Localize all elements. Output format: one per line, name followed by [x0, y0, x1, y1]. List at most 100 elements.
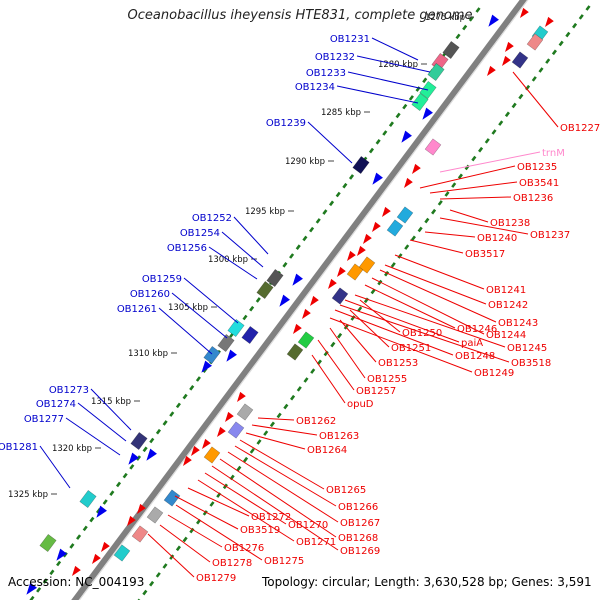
reverse-gene-label: OB1265 [326, 485, 366, 496]
reverse-gene-label: OB1271 [296, 537, 336, 548]
kbp-tick-label: 1305 kbp [168, 303, 208, 313]
outer-tick-mark [402, 103, 408, 110]
forward-gene-block [79, 490, 97, 508]
reverse-gene-label: OB1267 [340, 518, 380, 529]
reverse-gene-leader [439, 151, 541, 173]
outer-tick-mark [115, 481, 122, 488]
reverse-gene-label: OB1268 [338, 533, 378, 544]
inner-tick-mark [545, 58, 551, 64]
outer-tick-mark [289, 253, 295, 259]
outer-tick-mark [129, 464, 135, 470]
reverse-gene-leader [174, 495, 239, 530]
reverse-gene-leader [364, 284, 456, 329]
reverse-gene-label: OB1276 [224, 543, 264, 554]
outer-tick-mark [255, 297, 261, 303]
forward-gene-block [411, 93, 429, 111]
outer-tick-mark [249, 305, 255, 312]
forward-gene-label: OB1254 [180, 228, 220, 239]
inner-tick-mark [565, 31, 571, 38]
reverse-gene-label: OB1270 [288, 520, 328, 531]
reverse-gene-leader [409, 239, 464, 254]
reverse-gene-label: OB1240 [477, 233, 517, 244]
reverse-gene-arrow [216, 426, 226, 437]
inner-tick-mark [538, 67, 544, 73]
inner-tick-mark [202, 510, 208, 516]
reverse-gene-block [131, 525, 149, 543]
forward-gene-leader [65, 417, 121, 456]
reverse-gene-leader [234, 445, 337, 507]
reverse-gene-block [203, 446, 221, 464]
inner-tick-mark [296, 386, 302, 392]
reverse-gene-arrow [356, 245, 366, 256]
inner-tick-mark [350, 315, 356, 321]
kbp-tick-label: 1275 kbp [425, 13, 465, 23]
reverse-gene-leader [211, 465, 339, 551]
reverse-gene-label: OB1266 [338, 502, 378, 513]
reverse-gene-leader [439, 196, 512, 200]
forward-gene-leader [208, 246, 258, 280]
genome-backbone [71, 0, 528, 600]
reverse-gene-leader [329, 317, 473, 373]
reverse-gene-label: OB1251 [391, 343, 431, 354]
kbp-tick-label: 1320 kbp [52, 444, 92, 454]
inner-tick-mark [269, 421, 275, 428]
outer-tick-mark [122, 472, 128, 479]
forward-gene-leader [233, 216, 269, 255]
reverse-gene-label: OB1238 [490, 218, 530, 229]
outer-tick-mark [348, 174, 355, 180]
reverse-gene-arrow [201, 438, 211, 449]
reverse-gene-label: OB3518 [511, 358, 551, 369]
reverse-gene-block [346, 263, 364, 281]
outer-tick-mark [149, 437, 155, 444]
reverse-gene-leader [159, 524, 211, 563]
reverse-gene-label: OB3517 [465, 249, 505, 260]
inner-tick-mark [142, 589, 148, 596]
outer-tick-mark [295, 244, 301, 250]
reverse-gene-arrow [327, 278, 337, 289]
outer-tick-mark [302, 235, 308, 242]
reverse-gene-label: OB1264 [307, 445, 347, 456]
forward-gene-label: OB1260 [130, 289, 170, 300]
outer-tick-mark [282, 262, 288, 268]
forward-gene-label: OB1231 [330, 34, 370, 45]
forward-gene-arrow [96, 505, 107, 518]
reverse-gene-label: OB1241 [486, 285, 526, 296]
reverse-gene-arrow [381, 206, 391, 217]
reverse-gene-leader [429, 181, 518, 194]
reverse-gene-arrow [504, 41, 514, 52]
outer-tick-mark [89, 516, 95, 523]
reverse-gene-block [286, 343, 304, 361]
outer-tick-mark [195, 376, 201, 382]
reverse-gene-leader [239, 439, 325, 490]
reverse-gene-block [358, 256, 376, 274]
reverse-gene-leader [439, 217, 529, 235]
reverse-gene-label: OB1250 [402, 328, 442, 339]
inner-tick-mark [417, 226, 423, 233]
inner-tick-mark [390, 262, 396, 268]
outer-tick-mark [242, 314, 248, 321]
reverse-gene-leader [311, 354, 346, 404]
forward-gene-arrow [292, 273, 303, 286]
outer-tick-mark [69, 543, 75, 549]
forward-gene-leader [39, 445, 71, 489]
reverse-gene-label: OB1253 [378, 358, 418, 369]
reverse-gene-leader [419, 165, 516, 189]
reverse-gene-block [227, 421, 245, 439]
reverse-gene-block [297, 331, 315, 349]
inner-tick-mark [175, 545, 181, 552]
reverse-gene-label: trnM [542, 148, 565, 159]
reverse-gene-label: opuD [347, 399, 374, 410]
reverse-gene-label: OB1243 [498, 318, 538, 329]
reverse-gene-arrow [236, 391, 246, 402]
inner-tick-mark [478, 146, 484, 153]
forward-gene-leader [221, 231, 264, 268]
inner-tick-mark [498, 120, 504, 126]
kbp-tick-label: 1295 kbp [245, 207, 285, 217]
inner-tick-mark [397, 253, 403, 259]
inner-tick-mark [162, 563, 168, 569]
inner-tick-mark [310, 368, 316, 374]
inner-tick-mark [471, 155, 477, 162]
inner-tick-mark [243, 456, 249, 463]
outer-tick-mark [395, 112, 401, 119]
